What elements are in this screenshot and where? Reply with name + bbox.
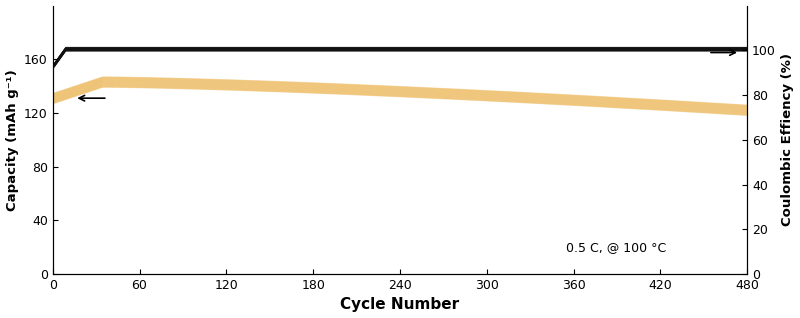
X-axis label: Cycle Number: Cycle Number: [340, 297, 459, 313]
Y-axis label: Capacity (mAh g⁻¹): Capacity (mAh g⁻¹): [6, 69, 18, 211]
Y-axis label: Coulombic Effiency (%): Coulombic Effiency (%): [782, 53, 794, 226]
Text: 0.5 C, @ 100 °C: 0.5 C, @ 100 °C: [566, 241, 666, 254]
